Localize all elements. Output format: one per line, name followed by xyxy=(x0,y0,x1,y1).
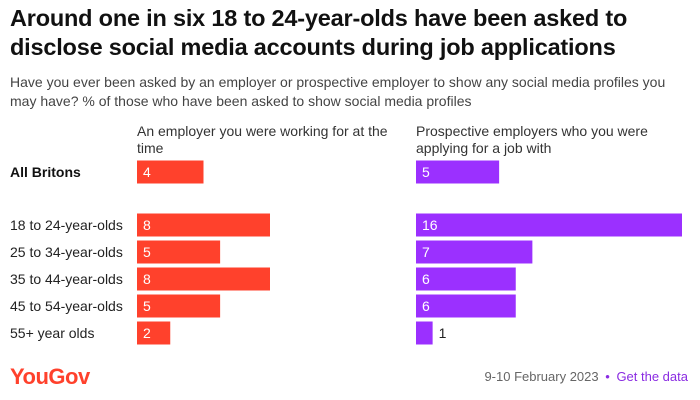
chart-subtitle: Have you ever been asked by an employer … xyxy=(10,74,666,109)
category-label-18-to-24-year-olds: 18 to 24-year-olds xyxy=(10,217,123,233)
bar-current-employer-all-britons xyxy=(137,160,204,184)
value-label-current-employer-45-to-54-year-olds: 5 xyxy=(143,298,151,314)
bar-prospective-employer-35-to-44-year-olds xyxy=(416,267,516,291)
value-label-current-employer-25-to-34-year-olds: 5 xyxy=(143,244,151,260)
value-label-prospective-employer-45-to-54-year-olds: 6 xyxy=(422,298,430,314)
value-label-prospective-employer-55-year-olds: 1 xyxy=(439,325,447,341)
survey-date: 9-10 February 2023 xyxy=(484,369,599,384)
value-label-prospective-employer-18-to-24-year-olds: 16 xyxy=(422,217,438,233)
bar-prospective-employer-55-year-olds xyxy=(416,321,433,345)
bar-prospective-employer-18-to-24-year-olds xyxy=(416,213,682,237)
value-label-current-employer-18-to-24-year-olds: 8 xyxy=(143,217,151,233)
bar-current-employer-25-to-34-year-olds xyxy=(137,240,221,264)
bar-current-employer-35-to-44-year-olds xyxy=(137,267,270,291)
category-label-35-to-44-year-olds: 35 to 44-year-olds xyxy=(10,271,123,287)
get-the-data-link[interactable]: Get the data xyxy=(616,369,688,384)
value-label-current-employer-55-year-olds: 2 xyxy=(143,325,151,341)
footer-info: 9-10 February 2023 • Get the data xyxy=(484,369,688,384)
bar-current-employer-18-to-24-year-olds xyxy=(137,213,270,237)
separator-dot: • xyxy=(605,369,610,384)
category-label-all-britons: All Britons xyxy=(10,164,81,180)
category-label-25-to-34-year-olds: 25 to 34-year-olds xyxy=(10,244,123,260)
bar-prospective-employer-all-britons xyxy=(416,160,500,184)
value-label-prospective-employer-all-britons: 5 xyxy=(422,164,430,180)
value-label-current-employer-all-britons: 4 xyxy=(143,164,151,180)
bar-current-employer-45-to-54-year-olds xyxy=(137,294,221,318)
panel-header-prospective-employer: Prospective employers who you were apply… xyxy=(416,123,648,156)
value-label-prospective-employer-25-to-34-year-olds: 7 xyxy=(422,244,430,260)
panel-header-current-employer: An employer you were working for at the … xyxy=(137,123,388,156)
value-label-prospective-employer-35-to-44-year-olds: 6 xyxy=(422,271,430,287)
category-label-45-to-54-year-olds: 45 to 54-year-olds xyxy=(10,298,123,314)
yougov-logo: YouGov xyxy=(10,364,90,389)
bar-prospective-employer-25-to-34-year-olds xyxy=(416,240,533,264)
bar-prospective-employer-45-to-54-year-olds xyxy=(416,294,516,318)
value-label-current-employer-35-to-44-year-olds: 8 xyxy=(143,271,151,287)
bar-current-employer-55-year-olds xyxy=(137,321,171,345)
category-label-55-year-olds: 55+ year olds xyxy=(10,325,94,341)
chart-title: Around one in six 18 to 24-year-olds hav… xyxy=(10,5,628,60)
